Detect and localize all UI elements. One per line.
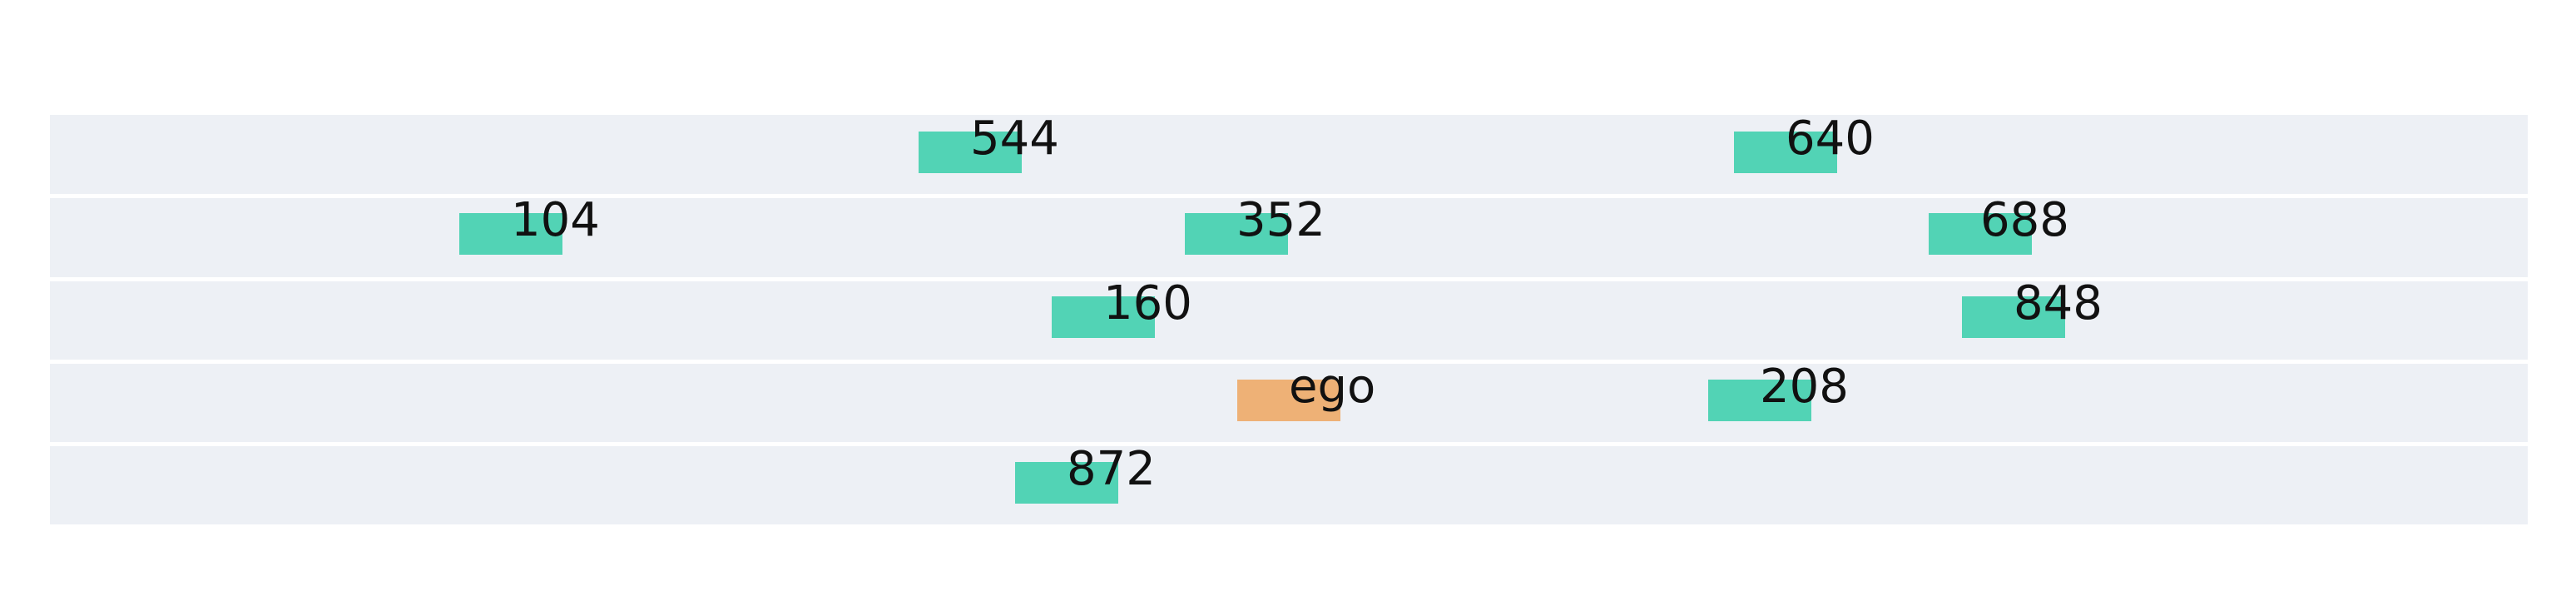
vehicle: 208	[1708, 360, 1849, 421]
vehicle-label: 352	[1236, 193, 1325, 247]
vehicle: 688	[1929, 193, 2069, 255]
vehicle-label: 208	[1760, 360, 1849, 414]
vehicle-label: 544	[970, 112, 1059, 166]
lane-4	[50, 445, 2528, 524]
vehicle-label: ego	[1289, 360, 1375, 414]
lane-separator	[50, 442, 2528, 446]
vehicle-label: 160	[1103, 276, 1192, 330]
ego-vehicle-box	[1237, 380, 1340, 421]
lane-separators	[50, 194, 2528, 446]
vehicles: 544 640 104 352 688 160 848 ego 208 872	[459, 112, 2103, 504]
vehicle-box	[1962, 296, 2065, 338]
lane-2	[50, 280, 2528, 359]
vehicle-label: 848	[2014, 276, 2103, 330]
lane-separator	[50, 194, 2528, 198]
vehicle: 872	[1015, 442, 1156, 504]
vehicle-box	[1015, 462, 1118, 504]
vehicle: 160	[1052, 276, 1192, 338]
vehicle-box	[459, 213, 562, 255]
vehicle: 352	[1185, 193, 1325, 255]
vehicle: 544	[919, 112, 1059, 173]
vehicle: 104	[459, 193, 600, 255]
lane-0	[50, 115, 2528, 194]
vehicle-label: 688	[1980, 193, 2069, 247]
lanes	[50, 115, 2528, 524]
vehicle-box	[1185, 213, 1288, 255]
ego-vehicle: ego	[1237, 360, 1375, 421]
vehicle-box	[919, 132, 1022, 173]
vehicle-label: 104	[511, 193, 600, 247]
vehicle-box	[1708, 380, 1811, 421]
vehicle-box	[1929, 213, 2032, 255]
lane-separator	[50, 360, 2528, 364]
vehicle: 640	[1734, 112, 1875, 173]
vehicle-label: 640	[1786, 112, 1875, 166]
lane-separator	[50, 277, 2528, 281]
vehicle-box	[1734, 132, 1837, 173]
vehicle: 848	[1962, 276, 2103, 338]
vehicle-label: 872	[1067, 442, 1156, 496]
vehicle-box	[1052, 296, 1155, 338]
